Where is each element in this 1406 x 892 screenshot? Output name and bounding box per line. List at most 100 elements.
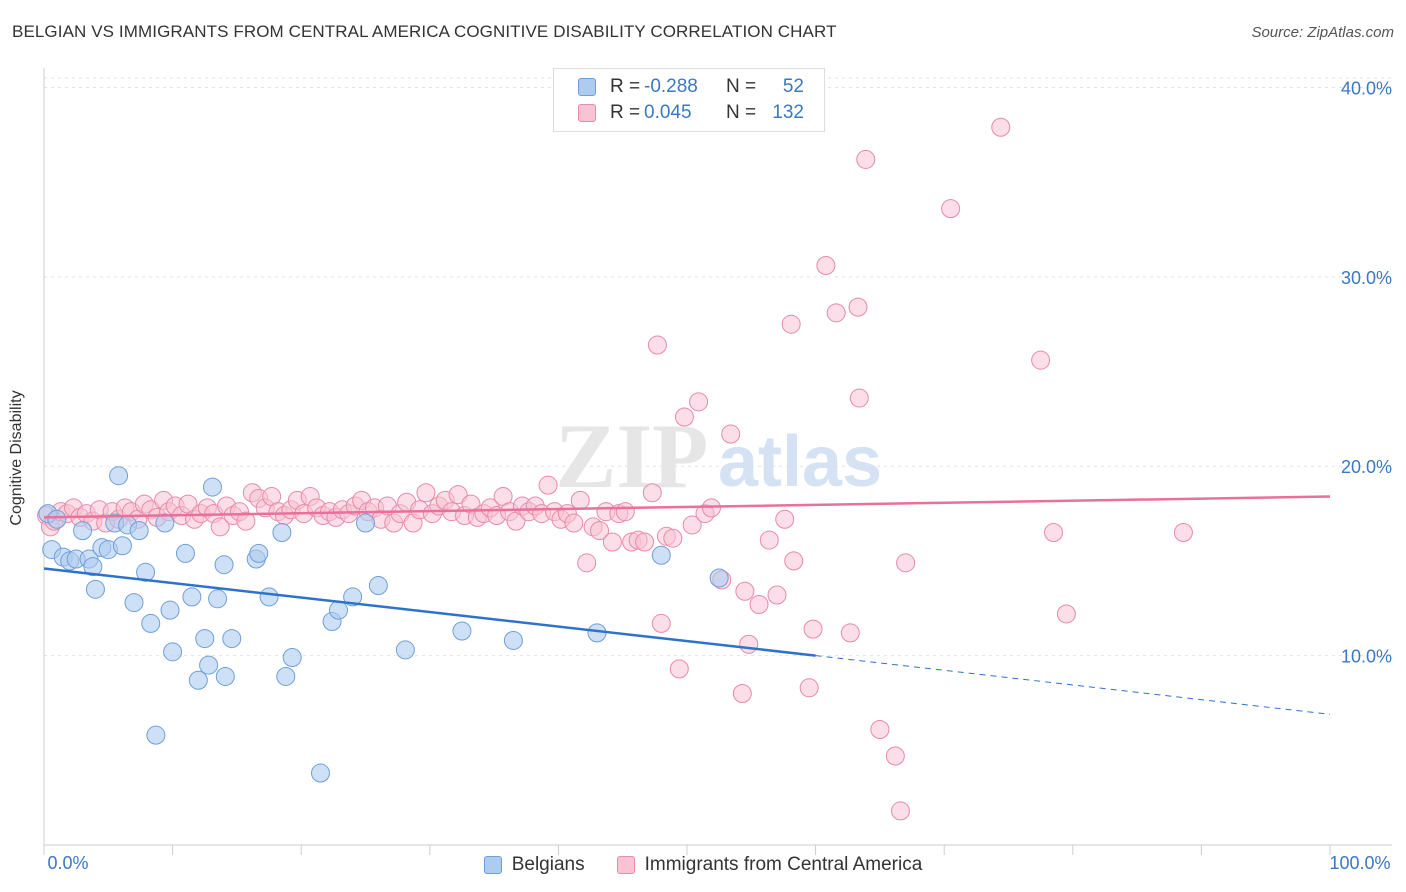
immigrants-point (663, 528, 683, 548)
legend-item-immigrants[interactable]: Immigrants from Central America (616, 854, 923, 876)
immigrants-point (602, 532, 622, 552)
belgians-point (272, 523, 292, 543)
immigrants-point (767, 585, 787, 605)
x-tick-label: 0.0% (47, 853, 88, 873)
belgians-point (208, 589, 228, 609)
belgians-point (85, 579, 105, 599)
legend-swatch-pink (578, 104, 596, 122)
r-value: -0.288 (644, 76, 698, 97)
legend-item-belgians[interactable]: Belgians (483, 854, 585, 876)
belgians-point (155, 513, 175, 533)
immigrants-point (647, 335, 667, 355)
belgians-point (328, 600, 348, 620)
belgians-point (129, 521, 149, 541)
immigrants-point (870, 719, 890, 739)
n-label: N = (726, 76, 757, 97)
belgians-point (503, 630, 523, 650)
immigrants-point (799, 678, 819, 698)
immigrants-point (856, 149, 876, 169)
immigrants-point (735, 581, 755, 601)
x-tick-labels: 0.0% 100.0% (47, 853, 1390, 873)
y-axis-title: Cognitive Disability (8, 390, 25, 526)
immigrants-point (803, 619, 823, 639)
immigrants-point (674, 407, 694, 427)
belgians-point (395, 640, 415, 660)
immigrants-point (816, 255, 836, 275)
belgians-point (195, 629, 215, 649)
legend-row-belgians: R = -0.288 N = 52 (578, 75, 804, 99)
legend-swatch-pink (616, 856, 635, 874)
immigrants-point (564, 513, 584, 533)
belgians-point (112, 536, 132, 556)
belgians-trend-extension (815, 655, 1331, 715)
belgians-point (83, 557, 103, 577)
legend-swatch-blue (578, 78, 596, 96)
immigrants-point (642, 483, 662, 503)
belgians-point (73, 521, 93, 541)
immigrants-point (784, 551, 804, 571)
belgians-point (175, 543, 195, 563)
immigrants-point (570, 490, 590, 510)
belgians-point (214, 555, 234, 575)
immigrants-point (651, 613, 671, 633)
y-tick-label: 10.0% (1341, 647, 1392, 667)
immigrants-point (615, 502, 635, 522)
belgians-point (141, 613, 161, 633)
immigrants-point (210, 517, 230, 537)
belgians-point (259, 587, 279, 607)
immigrants-point (775, 509, 795, 529)
immigrants-point (885, 746, 905, 766)
immigrants-point (1044, 523, 1064, 543)
immigrants-point (991, 117, 1011, 137)
immigrants-point (577, 553, 597, 573)
belgians-trend-line (43, 567, 816, 657)
immigrants-point (890, 801, 910, 821)
immigrants-point (840, 623, 860, 643)
source-credit: Source: ZipAtlas.com (1251, 24, 1394, 41)
belgians-point (215, 666, 235, 686)
immigrants-point (682, 515, 702, 535)
belgians-point (452, 621, 472, 641)
belgians-point (368, 576, 388, 596)
n-label: N = (726, 102, 757, 123)
immigrants-point (732, 683, 752, 703)
n-value: 132 (772, 102, 804, 123)
immigrants-point (1031, 350, 1051, 370)
immigrants-point (749, 594, 769, 614)
r-value: 0.045 (644, 102, 692, 123)
immigrants-point (236, 511, 256, 531)
immigrants-point (1173, 523, 1193, 543)
immigrants-point (635, 532, 655, 552)
legend-row-immigrants: R = 0.045 N = 132 (578, 101, 804, 125)
legend-swatch-blue (483, 856, 502, 874)
belgians-point (146, 725, 166, 745)
immigrants-point (849, 388, 869, 408)
immigrants-point (590, 521, 610, 541)
legend-label-immigrants: Immigrants from Central America (644, 854, 923, 875)
immigrants-point (721, 424, 741, 444)
immigrants-point (448, 485, 468, 505)
immigrants-point (896, 553, 916, 573)
watermark-atlas: atlas (718, 422, 882, 502)
y-tick-label: 30.0% (1341, 268, 1392, 288)
immigrants-point (739, 634, 759, 654)
immigrants-point (669, 659, 689, 679)
belgians-point (651, 545, 671, 565)
immigrants-point (1056, 604, 1076, 624)
immigrants-point (689, 392, 709, 412)
belgians-point (249, 543, 269, 563)
immigrants-point (759, 530, 779, 550)
correlation-legend: R = -0.288 N = 52 R = 0.045 N = 132 (553, 68, 825, 132)
belgians-point (356, 513, 375, 533)
immigrants-point (941, 199, 961, 219)
belgians-point (182, 587, 202, 607)
belgians-point (136, 562, 156, 582)
chart-title: BELGIAN VS IMMIGRANTS FROM CENTRAL AMERI… (12, 22, 837, 41)
belgians-point (109, 466, 129, 486)
axes (43, 68, 1392, 855)
immigrants-trend-line (43, 495, 1331, 519)
belgians-point (310, 763, 330, 783)
immigrants-points (37, 117, 1193, 821)
belgians-point (163, 642, 183, 662)
